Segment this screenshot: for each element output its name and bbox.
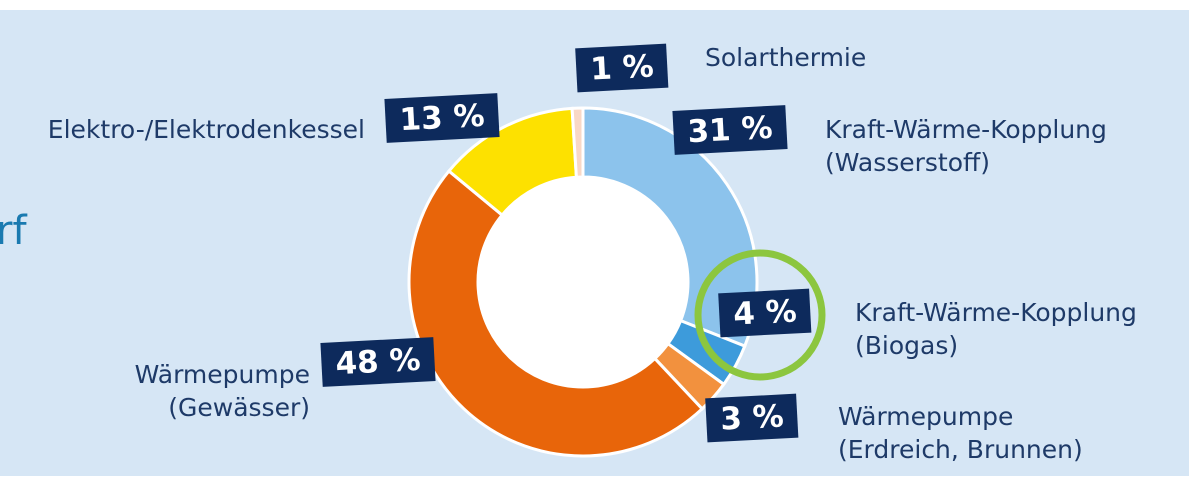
category-label: Kraft-Wärme-Kopplung (Biogas) bbox=[855, 298, 1137, 360]
value-label: 13 % bbox=[384, 93, 500, 143]
category-label: Wärmepumpe (Erdreich, Brunnen) bbox=[838, 402, 1083, 464]
donut-hole bbox=[479, 178, 687, 386]
donut-slice bbox=[407, 168, 705, 458]
donut-slice bbox=[570, 106, 585, 179]
value-label: 3 % bbox=[705, 393, 799, 443]
category-label: Wärmepumpe (Gewässer) bbox=[134, 360, 310, 422]
value-label: 48 % bbox=[320, 337, 436, 387]
highlight-circle bbox=[694, 249, 826, 381]
category-label: Kraft-Wärme-Kopplung (Wasserstoff) bbox=[825, 115, 1107, 177]
value-label: 1 % bbox=[575, 43, 669, 93]
cut-text: rf bbox=[0, 208, 27, 254]
category-label: Solarthermie bbox=[705, 43, 867, 72]
value-label: 31 % bbox=[672, 105, 788, 155]
category-label: Elektro-/Elektrodenkessel bbox=[47, 115, 365, 144]
value-label: 4 % bbox=[718, 288, 812, 338]
